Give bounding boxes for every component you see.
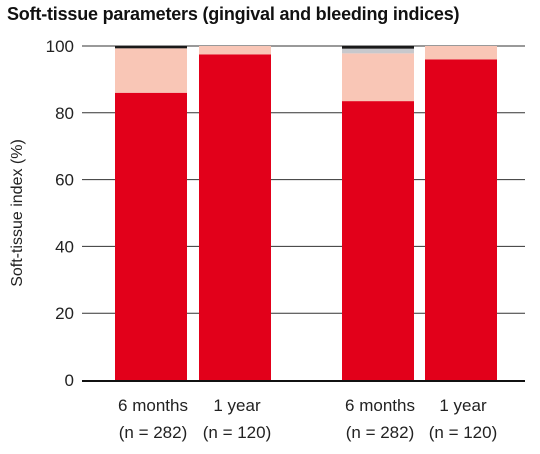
x-category-label: 1 year [213,396,261,415]
y-tick-label: 0 [65,371,74,390]
bar-segment [199,54,271,380]
bar-segment [115,46,187,49]
y-tick-label: 80 [55,104,74,123]
y-tick-label: 60 [55,171,74,190]
y-axis-title: Soft-tissue index (%) [9,139,26,287]
x-category-sublabel: (n = 120) [203,423,272,442]
x-category-label: 6 months [345,396,415,415]
bar-segment [342,48,414,54]
y-tick-label: 20 [55,304,74,323]
x-category-label: 6 months [118,396,188,415]
bar-segment [199,46,271,55]
bar-segment [425,46,497,60]
bar-segment [425,59,497,381]
bar-stacks [115,46,497,381]
y-axis-ticks: 0 20 40 60 80 100 [46,37,74,390]
x-category-label: 1 year [439,396,487,415]
bar-segment [342,46,414,49]
bar-segment [342,101,414,381]
bar-segment [115,48,187,93]
x-category-sublabel: (n = 120) [429,423,498,442]
x-category-sublabel: (n = 282) [119,423,188,442]
x-axis-labels: 6 months (n = 282) 1 year (n = 120) 6 months… [118,396,497,442]
y-tick-label: 40 [55,237,74,256]
x-category-sublabel: (n = 282) [346,423,415,442]
chart-title: Soft-tissue parameters (gingival and ble… [7,4,460,24]
bar-segment [342,53,414,102]
y-tick-label: 100 [46,37,74,56]
bar-segment [115,92,187,380]
